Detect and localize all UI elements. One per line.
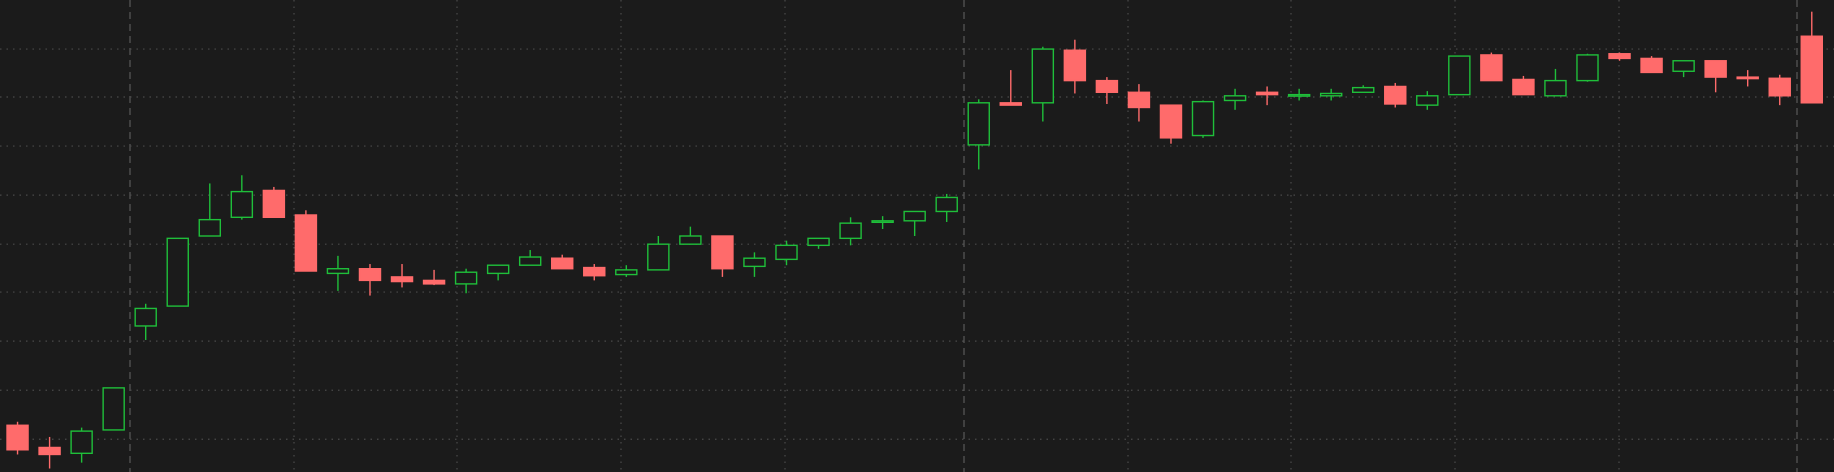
candle-body [486, 264, 510, 275]
candle-body [294, 214, 318, 272]
candle-body [807, 237, 830, 247]
candle-body [1768, 77, 1791, 97]
candle-body [1480, 54, 1503, 82]
candle-body [1448, 55, 1471, 96]
candle-body [647, 243, 670, 271]
candle-body [1095, 79, 1119, 93]
candle-body [262, 189, 286, 219]
candle-body [999, 102, 1023, 106]
candle-body [358, 268, 382, 282]
candle-body [1063, 49, 1087, 82]
candle-body [615, 269, 638, 276]
candle-body [1736, 76, 1759, 80]
candle-body [839, 222, 862, 240]
candle-body [1351, 86, 1375, 93]
candle-body [1416, 95, 1439, 106]
candle-body [903, 210, 926, 222]
candle-body [550, 257, 574, 270]
candle-body [1640, 57, 1663, 74]
candle-body [1672, 60, 1695, 72]
candle-body [679, 235, 702, 245]
candle-body [70, 430, 93, 455]
candle-body [102, 387, 125, 431]
candle-body [1800, 35, 1824, 104]
candle-body [743, 257, 766, 268]
candle-body [390, 276, 414, 283]
candle-body [1031, 48, 1055, 104]
candle-body [518, 256, 542, 266]
candle-body [1576, 54, 1599, 82]
candle-body [967, 102, 990, 146]
candle-body [1319, 92, 1343, 97]
candle-body [871, 220, 894, 224]
candle-body [1255, 91, 1279, 96]
candle-body [583, 266, 606, 277]
candle-body [1223, 95, 1247, 102]
candle-body [1191, 100, 1215, 137]
candle-body [166, 237, 189, 307]
candle-body [38, 446, 61, 456]
candle-body [134, 307, 157, 327]
candle-body [1544, 79, 1567, 97]
candle-body [1287, 93, 1311, 97]
candle-body [775, 244, 798, 261]
candle-body [422, 279, 446, 285]
candle-body [1127, 91, 1151, 109]
candle-body [935, 196, 958, 213]
candle-body [1512, 78, 1535, 96]
candle-body [1159, 104, 1183, 139]
candle-body [1608, 53, 1631, 60]
candle-body [6, 424, 29, 451]
candle-body [711, 235, 734, 270]
candle-body [198, 218, 222, 237]
candle-body [230, 190, 254, 219]
candle-body [326, 268, 350, 275]
candle-body [1704, 60, 1727, 78]
candle-body [454, 271, 478, 285]
candle-body [1384, 85, 1407, 105]
